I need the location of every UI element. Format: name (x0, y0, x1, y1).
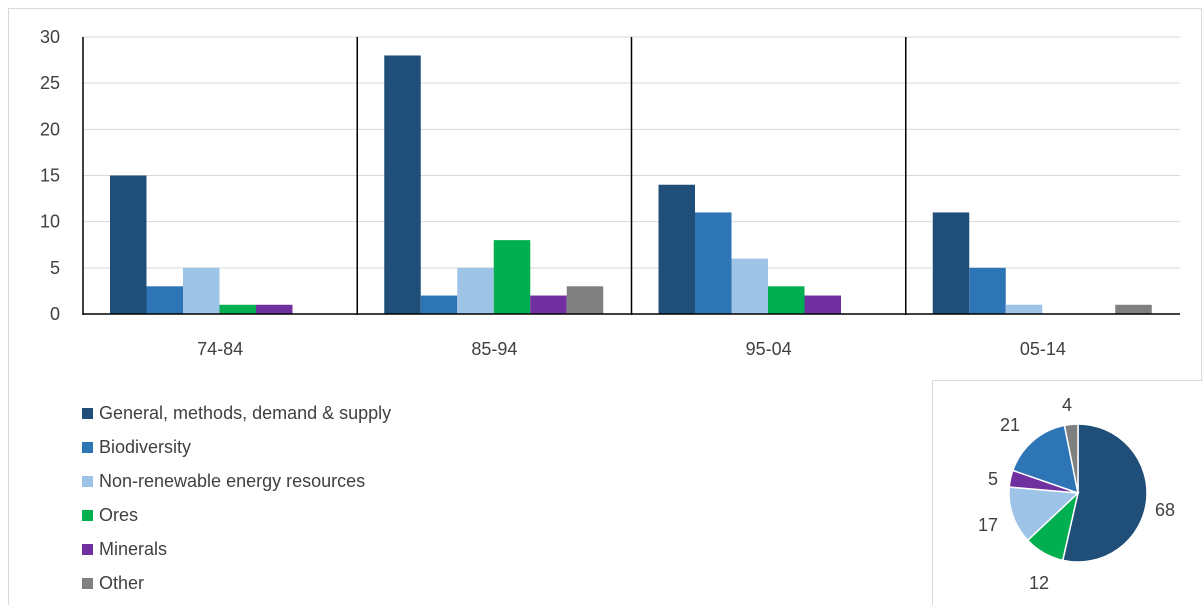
pie-value-label: 17 (978, 515, 998, 535)
bar (219, 304, 256, 314)
x-tick-label: 95-04 (746, 339, 792, 359)
bar-chart: 0 5 10 15 20 25 30 74-84 85-94 95-04 05-14 (40, 27, 1180, 359)
bar (183, 267, 220, 314)
y-tick-label: 20 (40, 119, 60, 139)
y-tick-label: 15 (40, 166, 60, 186)
legend-label: General, methods, demand & supply (99, 402, 392, 423)
bar (969, 267, 1006, 314)
bar (420, 295, 458, 314)
chart-legend: General, methods, demand & supply Biodive… (82, 396, 391, 600)
bar (566, 286, 604, 314)
y-tick-label: 30 (40, 27, 60, 47)
bar (1005, 304, 1043, 314)
pie-slice (1063, 423, 1079, 494)
pie-value-label: 4 (1062, 395, 1072, 415)
legend-label: Non-renewable energy resources (99, 470, 366, 491)
pie-slice (1061, 423, 1148, 563)
legend-item: Minerals (82, 532, 391, 566)
legend-swatch (82, 543, 93, 555)
legend-label: Minerals (99, 538, 168, 559)
legend-swatch (82, 475, 93, 487)
bar (1115, 304, 1152, 314)
legend-swatch (82, 407, 93, 419)
bar (110, 175, 147, 314)
pie-value-label: 21 (1000, 415, 1020, 435)
x-tick-label: 85-94 (471, 339, 517, 359)
chart-frame (8, 8, 1202, 605)
legend-label: Ores (99, 504, 139, 525)
pie-chart-frame: 68 12 17 5 21 4 (932, 380, 1203, 605)
x-tick-label: 74-84 (197, 339, 243, 359)
pie-value-label: 5 (988, 469, 998, 489)
legend-item: General, methods, demand & supply (82, 396, 391, 430)
pie-chart: 68 12 17 5 21 4 (978, 395, 1175, 593)
bar (804, 295, 841, 314)
y-tick-label: 25 (40, 73, 60, 93)
legend-item: Biodiversity (82, 430, 391, 464)
x-tick-label: 05-14 (1020, 339, 1066, 359)
bar (695, 212, 732, 314)
bar (731, 258, 768, 314)
y-tick-label: 10 (40, 212, 60, 232)
legend-label: Other (99, 572, 145, 593)
bar (384, 55, 421, 314)
legend-item: Other (82, 566, 391, 600)
legend-swatch (82, 441, 93, 453)
pie-slice (1011, 424, 1079, 495)
pie-value-label: 12 (1029, 573, 1049, 593)
bar (457, 267, 494, 314)
legend-item: Ores (82, 498, 391, 532)
legend-swatch (82, 509, 93, 521)
bar (493, 240, 531, 314)
bar (146, 286, 183, 314)
pie-value-label: 68 (1155, 500, 1175, 520)
bar (932, 212, 970, 314)
bar (256, 304, 293, 314)
bar (768, 286, 805, 314)
legend-swatch (82, 577, 93, 589)
bar (530, 295, 567, 314)
y-tick-label: 5 (50, 258, 60, 278)
pie-slice (1008, 486, 1080, 542)
legend-item: Non-renewable energy resources (82, 464, 391, 498)
y-tick-label: 0 (50, 304, 60, 324)
legend-label: Biodiversity (99, 436, 192, 457)
bar (658, 184, 695, 314)
